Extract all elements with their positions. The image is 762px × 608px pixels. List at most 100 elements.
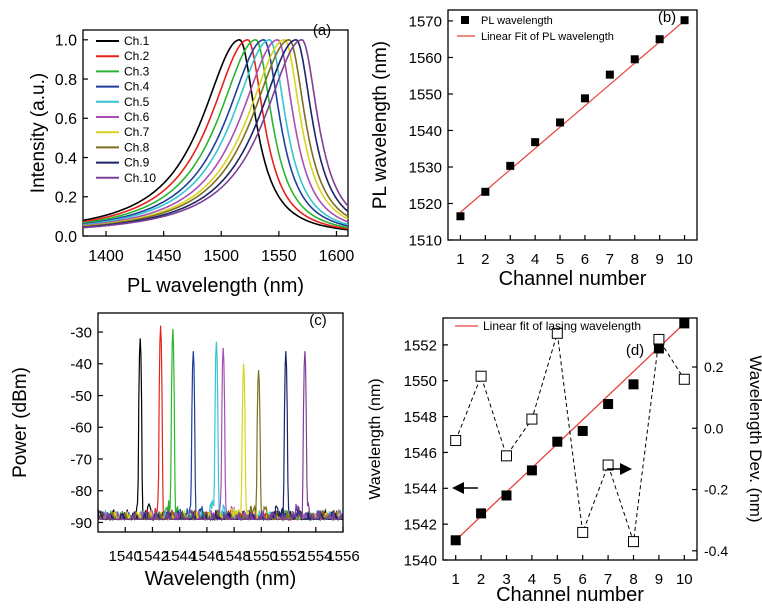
deviation-point [551, 327, 563, 339]
x-tick-label: 6 [581, 251, 589, 268]
spectrum-line-ch5 [82, 38, 349, 226]
x-tick-label: 8 [631, 251, 639, 268]
y2-axis-label: Wavelength Dev. (nm) [746, 355, 762, 522]
x-tick-label: 6 [579, 571, 587, 588]
data-point [680, 16, 689, 25]
x-tick-label: 1548 [217, 548, 250, 565]
y-tick-label: -40 [70, 356, 92, 373]
x-tick-label: 1 [456, 251, 464, 268]
legend-label: Ch.3 [124, 64, 150, 78]
y-tick-label: -30 [70, 324, 92, 341]
x-tick-label: 1544 [163, 548, 196, 565]
x-tick-label: 1542 [136, 548, 169, 565]
data-point [580, 94, 589, 103]
deviation-point [628, 536, 639, 548]
data-point [450, 535, 461, 546]
data-point [476, 508, 487, 519]
x-tick-label: 9 [655, 571, 663, 588]
y-tick-label: -70 [70, 451, 92, 468]
data-point [655, 35, 664, 44]
legend-label: PL wavelength [481, 15, 553, 27]
deviation-point [653, 333, 665, 345]
x-tick-label: 1550 [261, 248, 297, 265]
x-tick-label: 1546 [190, 548, 223, 565]
x-tick-label: 2 [481, 251, 489, 268]
deviation-point [577, 526, 589, 538]
x-tick-label: 1554 [299, 548, 332, 565]
data-point [605, 70, 614, 79]
x-tick-label: 10 [676, 571, 693, 588]
y-tick-label: 1510 [409, 232, 442, 249]
y-tick-label: 1550 [409, 86, 442, 103]
x-tick-label: 1552 [272, 548, 305, 565]
x-tick-label: 7 [604, 571, 612, 588]
data-point [456, 212, 465, 221]
fit-line [460, 20, 685, 213]
panel-b-frame [447, 9, 698, 241]
x-tick-label: 10 [676, 251, 693, 268]
x-tick-label: 9 [655, 251, 663, 268]
y-tick-label: 0.4 [55, 150, 77, 167]
panel-a-frame [82, 29, 349, 237]
x-tick-label: 8 [629, 571, 637, 588]
y-tick-label: 1550 [404, 373, 437, 390]
x-tick-label: 5 [553, 571, 561, 588]
deviation-point [602, 459, 614, 471]
x-axis-label: Channel number [499, 268, 647, 290]
right-arrow-head [620, 463, 632, 475]
y-axis-label: Wavelength (nm) [367, 378, 384, 499]
x-axis-label: Wavelength (nm) [145, 568, 297, 590]
deviation-point [475, 370, 487, 382]
y-axis-label: Power (dBm) [10, 367, 31, 478]
y-tick-label: 1548 [404, 409, 437, 426]
x-tick-label: 4 [531, 251, 539, 268]
y-tick-label: 1.0 [55, 33, 77, 50]
y-tick-label: 0.2 [55, 190, 77, 207]
y-tick-label: 1540 [409, 123, 442, 140]
x-tick-label: 2 [477, 571, 485, 588]
x-tick-label: 5 [556, 251, 564, 268]
x-tick-label: 1500 [203, 248, 239, 265]
panel-label: (a) [313, 22, 331, 39]
data-point [526, 465, 537, 476]
y-tick-label: -90 [70, 515, 92, 532]
legend-label: Ch.4 [124, 80, 150, 94]
y2-tick-label: 0.0 [704, 420, 724, 436]
x-tick-label: 3 [502, 571, 510, 588]
y-tick-label: 1546 [404, 445, 437, 462]
y-tick-label: 0.8 [55, 72, 77, 89]
y-tick-label: 1570 [409, 13, 442, 30]
spectra-group [98, 325, 343, 522]
legend-label: Ch.2 [124, 49, 150, 63]
data-point [531, 138, 540, 147]
panel-label: (d) [626, 342, 644, 359]
y-axis-label: PL wavelength (nm) [370, 41, 391, 209]
y-tick-label: -60 [70, 420, 92, 437]
data-point [501, 490, 512, 501]
x-tick-label: 1556 [326, 548, 359, 565]
lasing-spectrum-ch10 [98, 351, 343, 522]
deviation-line [455, 333, 685, 542]
panel-label: (b) [658, 9, 676, 26]
legend-label: Ch.9 [124, 156, 150, 170]
x-tick-label: 1540 [109, 548, 142, 565]
data-point [552, 436, 563, 447]
spectrum-line-ch3 [82, 38, 349, 229]
x-tick-label: 1 [452, 571, 460, 588]
legend-label: Ch.1 [124, 34, 150, 48]
y-tick-label: 1530 [409, 159, 442, 176]
legend-label: Ch.10 [124, 171, 156, 185]
y2-tick-label: -0.2 [704, 482, 728, 498]
y-tick-label: 1560 [409, 50, 442, 67]
spectrum-line-ch6 [82, 38, 349, 227]
data-point [506, 161, 515, 170]
legend-label: Ch.7 [124, 125, 150, 139]
x-tick-label: 4 [528, 571, 536, 588]
y-tick-label: 1552 [404, 337, 437, 354]
x-tick-label: 1400 [88, 248, 124, 265]
y-tick-label: 0.6 [55, 111, 77, 128]
panel-c-frame [97, 312, 344, 533]
x-tick-label: 1550 [245, 548, 278, 565]
deviation-point [526, 413, 538, 425]
data-point [653, 343, 664, 354]
